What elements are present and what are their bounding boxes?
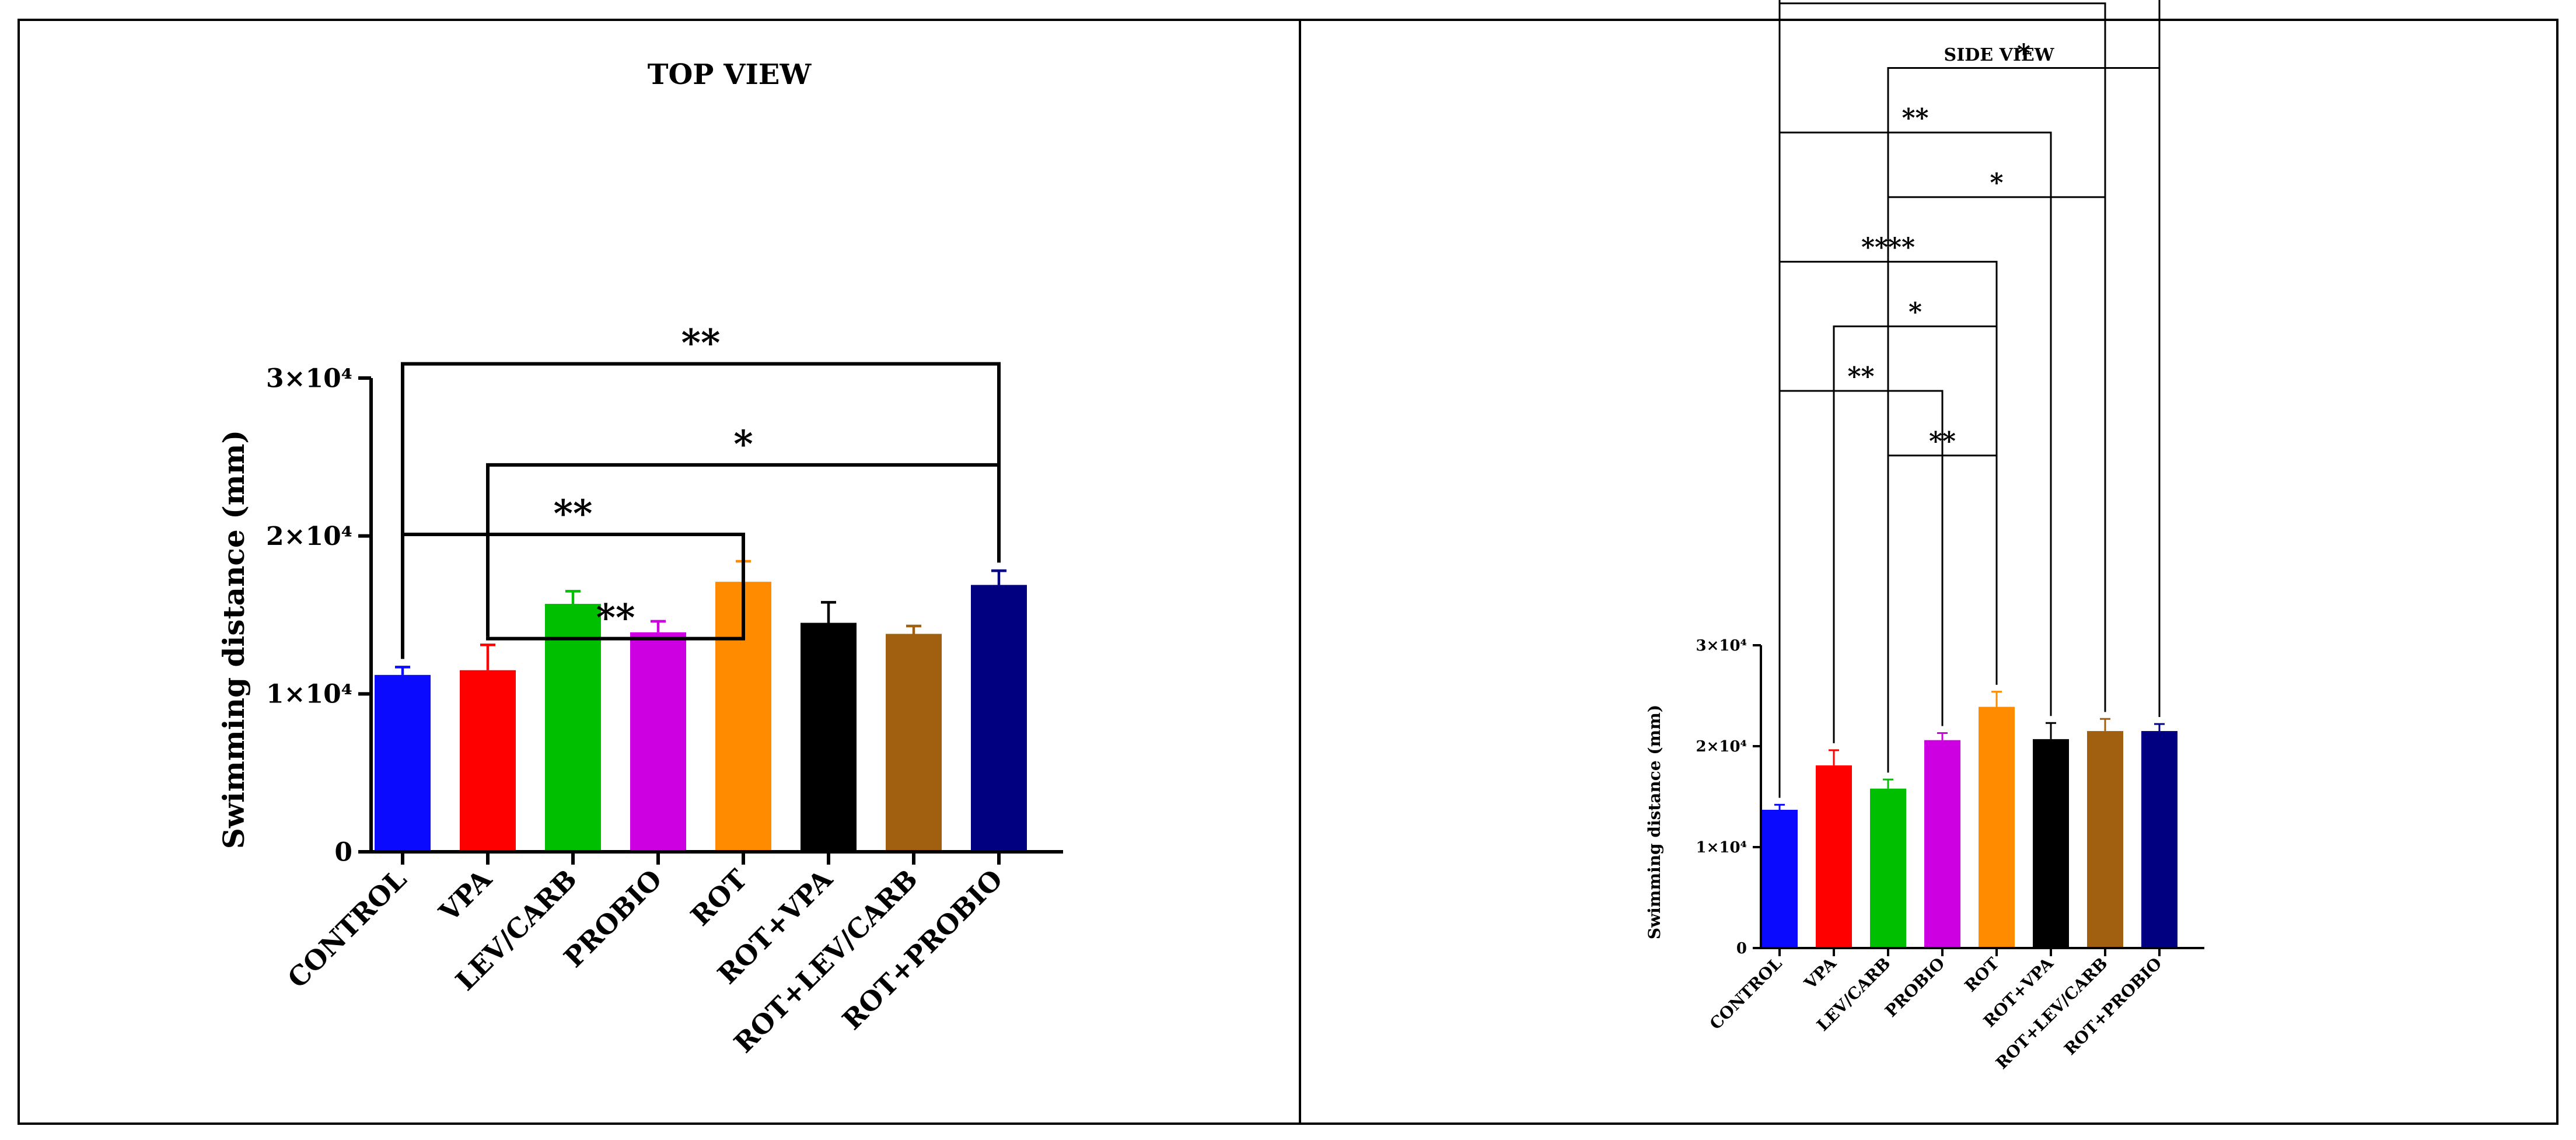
y-tick-label: 1×10⁴ bbox=[266, 680, 352, 709]
error-bar bbox=[651, 620, 666, 632]
bar-probio bbox=[1924, 740, 1960, 948]
significance-label: ** bbox=[554, 492, 593, 536]
y-tick-label: 2×10⁴ bbox=[1696, 738, 1747, 756]
error-bar bbox=[480, 644, 495, 670]
bar-rot bbox=[1979, 707, 2015, 948]
top-view-panel: TOP VIEW Swimming distance (mm) ******* … bbox=[216, 58, 1063, 1059]
significance-label: * bbox=[1909, 297, 1922, 327]
y-axis-label: Swimming distance (mm) bbox=[1645, 705, 1664, 939]
error-bar bbox=[1937, 732, 1948, 740]
bar-rot-vpa bbox=[2033, 739, 2069, 948]
significance-bracket bbox=[1778, 131, 2052, 798]
error-bar bbox=[906, 624, 921, 634]
bar-vpa bbox=[1816, 765, 1852, 948]
significance-label: **** bbox=[1861, 233, 1915, 263]
bar-rot-vpa bbox=[801, 623, 857, 852]
error-bar bbox=[991, 569, 1006, 585]
x-tick-label: CONTROL bbox=[281, 863, 413, 995]
x-tick-label: PROBIO bbox=[1881, 954, 1948, 1021]
chart-title: SIDE VIEW bbox=[1944, 45, 2055, 65]
bar-rot-lev-carb bbox=[886, 634, 942, 852]
error-bar bbox=[2100, 718, 2110, 732]
x-tick-label: VPA bbox=[433, 863, 498, 928]
error-bar bbox=[1829, 749, 1839, 765]
error-bar bbox=[395, 666, 410, 675]
chart-title: TOP VIEW bbox=[648, 58, 812, 91]
significance-bracket bbox=[401, 362, 1001, 659]
y-tick-label: 0 bbox=[1736, 940, 1747, 957]
bar-rot-probio bbox=[971, 585, 1027, 852]
significance-bracket bbox=[1887, 454, 1998, 773]
x-tick-label: ROT bbox=[684, 863, 753, 932]
y-tick-label: 3×10⁴ bbox=[1696, 637, 1747, 655]
bar-control bbox=[375, 674, 431, 852]
bar-lev-carb bbox=[545, 604, 601, 852]
significance-bracket bbox=[1778, 0, 2161, 798]
figure-frame bbox=[18, 19, 2558, 1125]
significance-label: ** bbox=[681, 321, 721, 365]
significance-label: ** bbox=[1929, 426, 1956, 456]
significance-label: * bbox=[733, 422, 753, 466]
error-bar bbox=[1774, 803, 1785, 810]
significance-bracket bbox=[1887, 67, 2161, 773]
x-tick-label: VPA bbox=[1800, 953, 1840, 994]
x-tick-label: CONTROL bbox=[1706, 953, 1786, 1033]
error-bar bbox=[1883, 778, 1893, 789]
bar-rot-lev-carb bbox=[2087, 731, 2123, 948]
error-bar bbox=[565, 590, 581, 604]
significance-bracket bbox=[486, 552, 745, 641]
significance-bracket bbox=[486, 463, 1001, 637]
significance-bracket bbox=[401, 532, 745, 659]
significance-label: * bbox=[2017, 39, 2030, 68]
x-tick-label: ROT bbox=[1961, 954, 2003, 996]
error-bar bbox=[1991, 691, 2002, 707]
significance-label: ** bbox=[1847, 362, 1874, 391]
y-tick-label: 0 bbox=[334, 837, 352, 867]
significance-label: ** bbox=[596, 596, 635, 640]
x-tick-label: ROT+PROBIO bbox=[2060, 954, 2165, 1059]
bar-lev-carb bbox=[1870, 788, 1906, 948]
bar-control bbox=[1761, 809, 1798, 948]
x-tick-label: ROT+PROBIO bbox=[836, 863, 1009, 1036]
error-bar bbox=[2046, 722, 2056, 739]
significance-label: ** bbox=[1902, 103, 1928, 133]
error-bar bbox=[2154, 723, 2165, 732]
side-view-panel: SIDE VIEW Swimming distance (mm) *******… bbox=[1645, 0, 2204, 1073]
error-bar bbox=[821, 601, 836, 623]
y-axis-label: Swimming distance (mm) bbox=[216, 430, 251, 849]
bar-rot-probio bbox=[2141, 731, 2177, 948]
y-tick-label: 2×10⁴ bbox=[266, 522, 352, 551]
bar-vpa bbox=[460, 670, 516, 852]
significance-bracket bbox=[1778, 390, 1944, 798]
y-tick-label: 3×10⁴ bbox=[266, 363, 352, 393]
significance-label: * bbox=[1990, 168, 2003, 198]
y-tick-label: 1×10⁴ bbox=[1696, 839, 1747, 856]
bar-probio bbox=[630, 632, 686, 852]
significance-label: *** bbox=[1922, 0, 1962, 4]
